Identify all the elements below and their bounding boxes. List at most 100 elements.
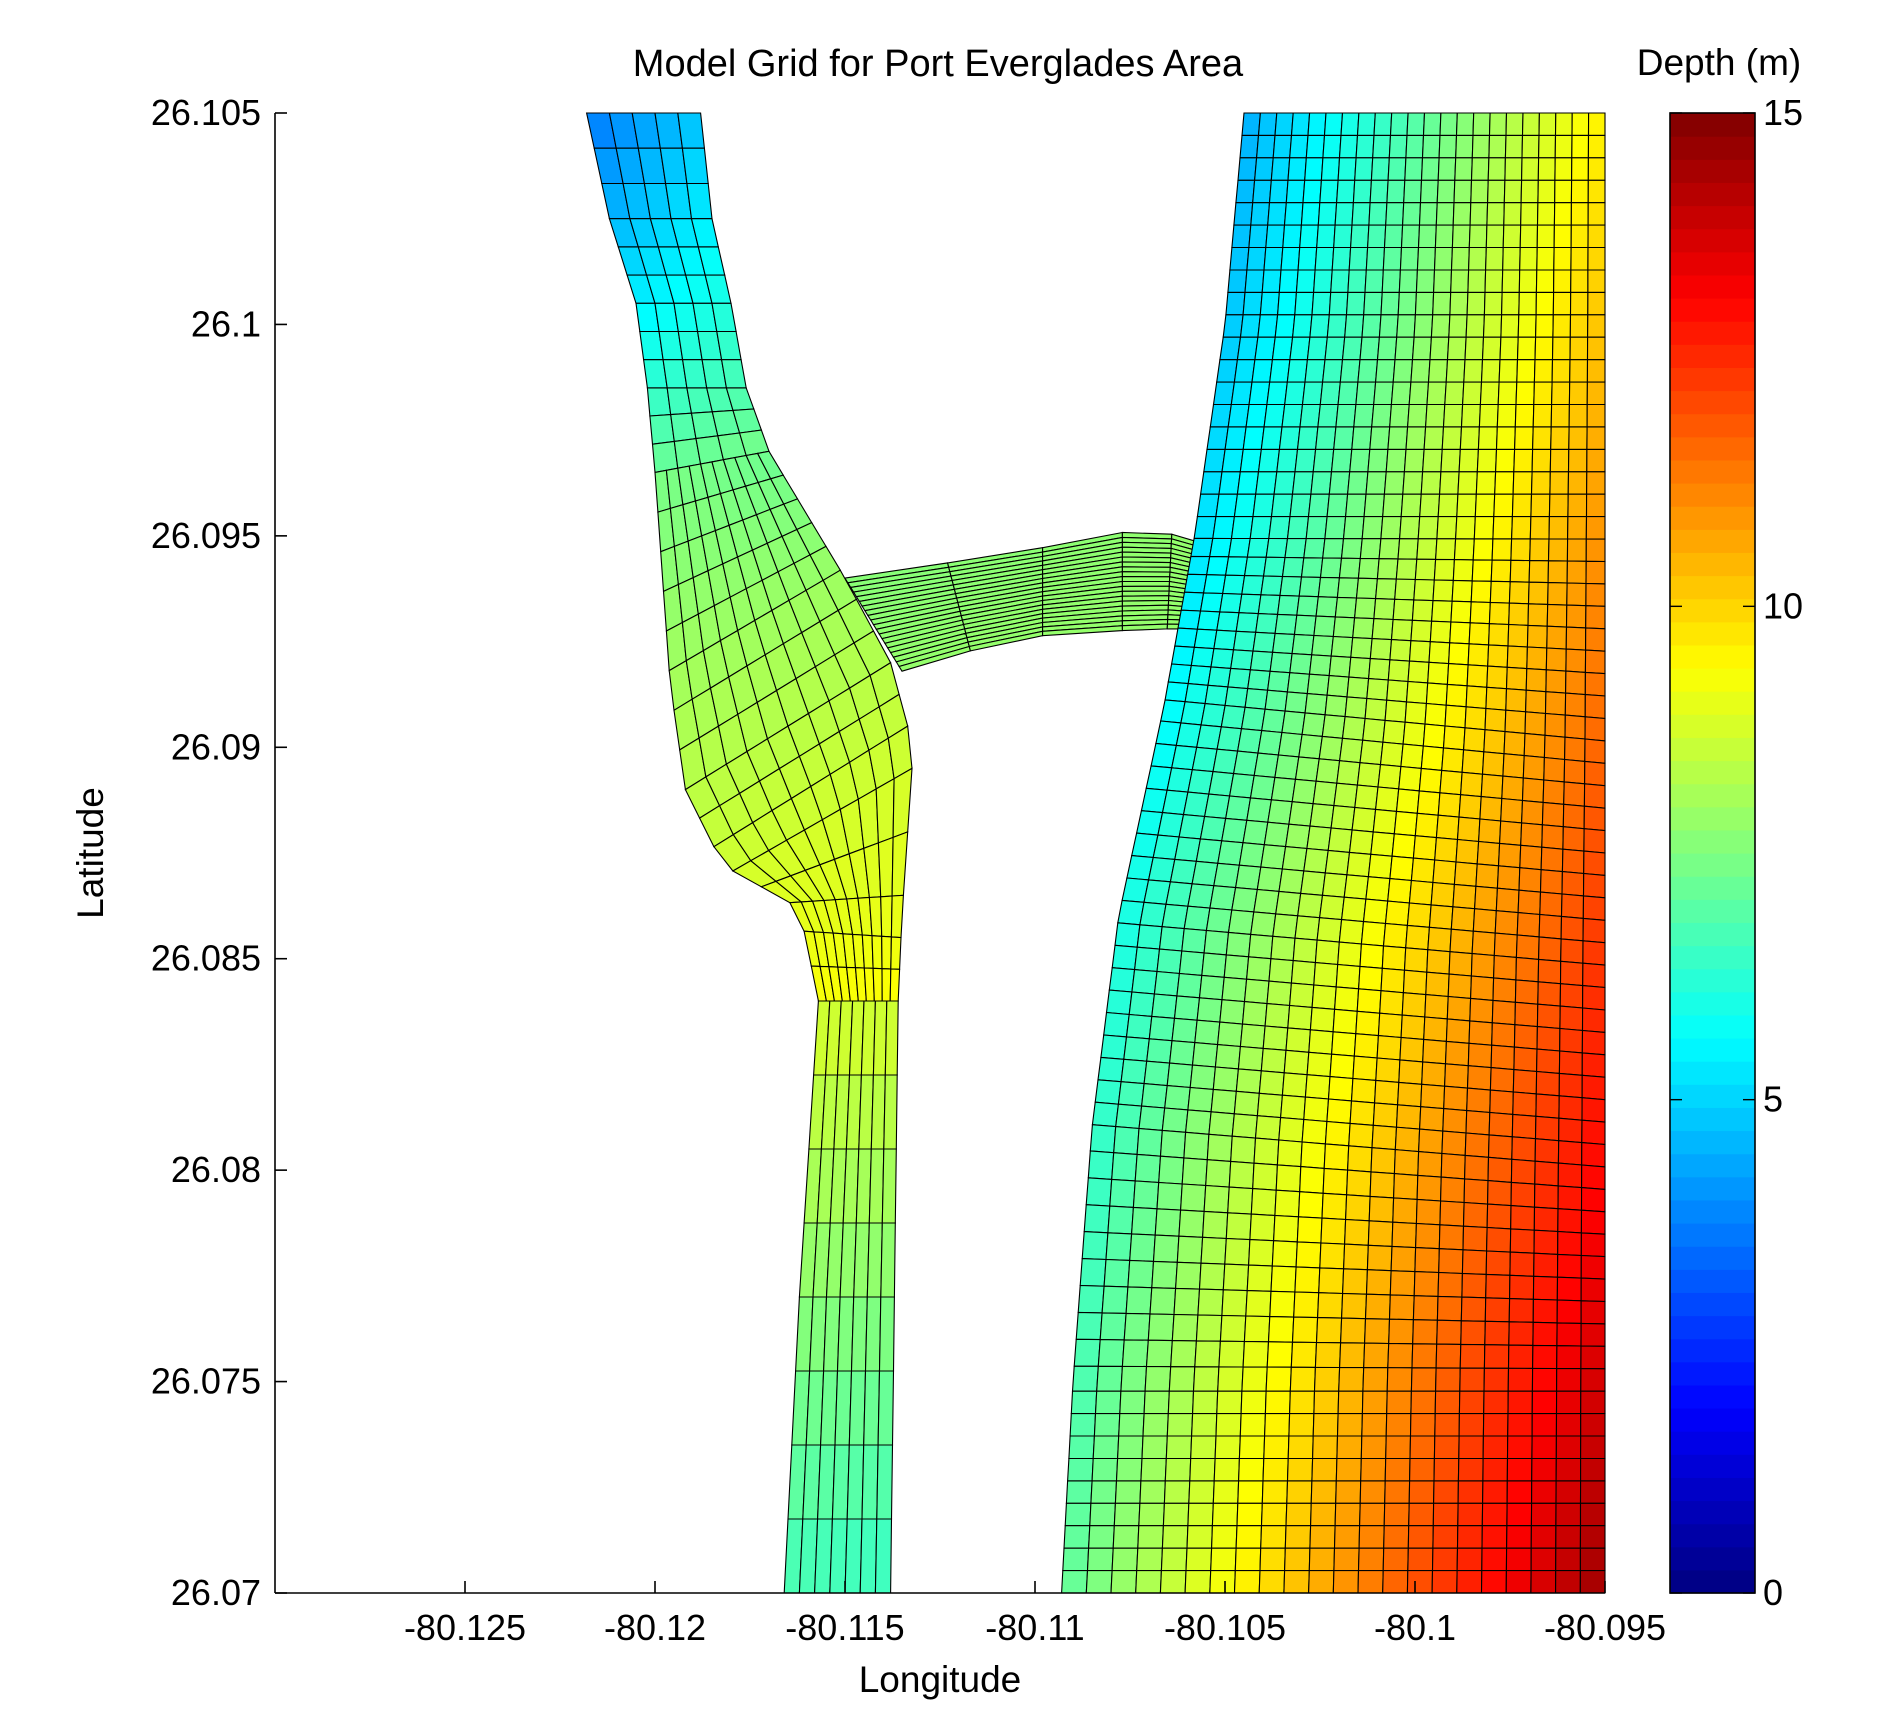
grid-cell [1495, 426, 1516, 450]
grid-cell [1450, 906, 1476, 932]
colorbar-swatch [1670, 344, 1755, 368]
grid-cell [1326, 1098, 1353, 1124]
grid-cell [1464, 336, 1485, 361]
grid-cell [1368, 202, 1388, 226]
grid-cell [1340, 538, 1363, 560]
grid-cell [1264, 1003, 1291, 1029]
grid-cell [863, 1370, 881, 1446]
grid-cell [1431, 600, 1453, 623]
grid-cell [1581, 1029, 1606, 1056]
grid-cell [1380, 516, 1402, 540]
colorbar-swatch [1670, 1199, 1755, 1224]
grid-cell [1494, 471, 1515, 495]
grid-cell [1387, 659, 1411, 683]
grid-cell [1119, 1390, 1146, 1415]
grid-cell [1460, 1296, 1487, 1322]
grid-cell [1184, 1570, 1212, 1594]
grid-cell [1369, 638, 1393, 661]
grid-cell [1555, 1480, 1582, 1504]
grid-cell [1241, 112, 1261, 136]
grid-cell [1357, 1547, 1385, 1572]
grid-cell [1469, 997, 1494, 1024]
grid-cell [1582, 962, 1606, 989]
grid-cell [1075, 1311, 1103, 1341]
grid-cell [1324, 849, 1351, 876]
grid-cell [1430, 881, 1455, 908]
grid-cell [1433, 1435, 1460, 1460]
grid-cell [1372, 1102, 1399, 1128]
grid-cell [1370, 157, 1390, 181]
grid-cell [1535, 1093, 1560, 1119]
grid-cell [1519, 224, 1539, 249]
grid-cell [1422, 1038, 1447, 1065]
grid-cell [1545, 647, 1567, 672]
grid-cell [1315, 596, 1339, 618]
grid-cell [1256, 866, 1283, 892]
grid-cell [1508, 1321, 1534, 1346]
grid-cell [1547, 560, 1568, 584]
grid-cell [1536, 1026, 1561, 1052]
grid-cell [1284, 381, 1306, 406]
grid-cell [1250, 911, 1277, 937]
grid-cell [1341, 1292, 1368, 1320]
grid-cell [1548, 516, 1569, 540]
grid-cell [1433, 558, 1455, 581]
grid-cell [1313, 1366, 1341, 1392]
grid-cell [1246, 956, 1272, 982]
grid-cell [1341, 336, 1363, 361]
grid-cell [1248, 933, 1274, 960]
colorbar-swatch [1670, 1130, 1755, 1155]
grid-cell [1196, 997, 1223, 1023]
grid-cell [1452, 202, 1472, 226]
grid-cell [1380, 291, 1400, 316]
grid-cell [1553, 269, 1572, 293]
grid-cell [1463, 1178, 1489, 1205]
grid-cell [1234, 864, 1262, 891]
grid-cell [1301, 1118, 1328, 1145]
x-tick-label: -80.125 [404, 1607, 526, 1648]
grid-cell [1166, 1062, 1194, 1089]
grid-cell [1203, 1184, 1230, 1214]
grid-cell [1426, 949, 1451, 975]
grid-cell [1225, 1212, 1252, 1241]
grid-cell [1428, 904, 1454, 930]
colorbar-swatch [1670, 1061, 1755, 1085]
grid-cell [883, 1074, 898, 1150]
y-axis-label: Latitude [70, 787, 111, 919]
grid-cell [1487, 1156, 1513, 1183]
plot-axes [274, 113, 1605, 1594]
grid-cell [1364, 1293, 1391, 1320]
grid-cell [1583, 805, 1606, 832]
grid-cell [1371, 618, 1394, 641]
grid-cell [1330, 269, 1350, 293]
colorbar-swatch [1670, 621, 1755, 646]
grid-cell [1260, 1525, 1287, 1549]
grid-cell [1261, 269, 1282, 293]
grid-cell [1397, 538, 1419, 560]
grid-cell [1534, 1138, 1560, 1164]
grid-cell [1374, 786, 1400, 812]
grid-cell [884, 1000, 899, 1076]
grid-cell [1509, 1228, 1535, 1254]
grid-cell [1164, 681, 1189, 703]
grid-cell [1491, 538, 1513, 561]
grid-cell [1486, 1226, 1512, 1253]
grid-cell [1402, 969, 1428, 996]
grid-cell [1555, 1457, 1582, 1482]
grid-cell [1523, 732, 1546, 759]
grid-cell [1581, 1142, 1606, 1168]
grid-cell [1481, 336, 1502, 361]
grid-cell [1340, 896, 1367, 923]
y-tick-label: 26.1 [191, 303, 261, 344]
grid-cell [1487, 1134, 1513, 1160]
grid-cell [1304, 157, 1324, 181]
grid-cell [1433, 246, 1453, 271]
grid-cell [1093, 1413, 1121, 1437]
grid-cell [1346, 1169, 1372, 1197]
grid-cell [1211, 1525, 1238, 1549]
colorbar-swatch [1670, 367, 1755, 392]
grid-cell [1409, 1457, 1435, 1482]
grid-cell [1546, 625, 1568, 650]
grid-cell [1103, 1258, 1131, 1288]
grid-cell [1432, 859, 1457, 885]
